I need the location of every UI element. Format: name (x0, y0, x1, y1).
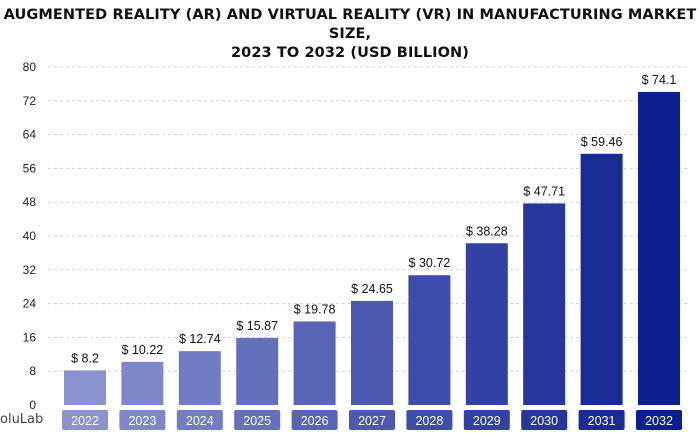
x-tick-label-2022: 2022 (71, 414, 99, 428)
x-tick-label-2029: 2029 (473, 414, 501, 428)
y-tick-label: 40 (23, 229, 37, 243)
bar-2022 (64, 370, 106, 405)
x-tick-label-2027: 2027 (358, 414, 386, 428)
y-tick-label: 56 (23, 161, 37, 175)
x-tick-box-2022 (62, 410, 108, 430)
x-tick-box-2025 (234, 410, 281, 430)
chart-title: AUGMENTED REALITY (AR) AND VIRTUAL REALI… (0, 6, 700, 63)
value-label-2022: $ 8.2 (71, 351, 99, 365)
x-tick-box-2028 (406, 410, 453, 430)
x-tick-box-2023 (119, 410, 166, 430)
y-tick-label: 16 (23, 330, 37, 344)
x-tick-label-2025: 2025 (243, 414, 271, 428)
x-tick-label-2030: 2030 (530, 414, 558, 428)
bar-2026 (293, 321, 336, 405)
value-label-2025: $ 15.87 (236, 319, 278, 333)
x-tick-box-2031 (578, 410, 625, 430)
x-tick-box-2029 (463, 410, 510, 430)
chart-title-line-1: AUGMENTED REALITY (AR) AND VIRTUAL REALI… (3, 7, 697, 42)
x-tick-box-2027 (349, 410, 395, 430)
brand-logo-text: oluLab (0, 412, 44, 427)
chart-title-line-2: 2023 TO 2032 (USD BILLION) (230, 45, 469, 61)
bar-2028 (408, 275, 451, 405)
y-tick-label: 64 (23, 128, 37, 142)
y-tick-label: 80 (23, 60, 37, 74)
x-tick-label-2023: 2023 (128, 414, 156, 428)
bar-2023 (121, 361, 164, 405)
value-label-2024: $ 12.74 (179, 332, 221, 346)
bar-2030 (523, 203, 566, 405)
value-label-2026: $ 19.78 (294, 302, 336, 316)
x-tick-box-2024 (176, 410, 223, 430)
value-label-2030: $ 47.71 (523, 184, 565, 198)
bar-2025 (236, 337, 279, 405)
value-label-2032: $ 74.1 (642, 73, 677, 87)
x-tick-label-2032: 2032 (645, 414, 673, 428)
y-tick-label: 48 (23, 195, 37, 209)
x-tick-label-2028: 2028 (415, 414, 443, 428)
x-tick-label-2031: 2031 (588, 414, 616, 428)
x-tick-label-2026: 2026 (301, 414, 329, 428)
value-label-2027: $ 24.65 (351, 282, 393, 296)
x-axis-ticks: 2022 2023 2024 2025 2026 2027 2028 2029 2030 2031… (62, 410, 682, 430)
value-labels: $ 8.2 $ 10.22 $ 12.74 $ 15.87 $ 19.78 $ 24.65… (71, 73, 676, 365)
value-label-2029: $ 38.28 (466, 224, 508, 238)
bar-2031 (580, 153, 623, 405)
bar-2024 (178, 351, 221, 405)
bars (64, 91, 680, 406)
value-label-2023: $ 10.22 (122, 343, 164, 357)
x-tick-box-2030 (521, 410, 568, 430)
y-axis-ticks: 0 8 16 24 32 40 48 56 64 72 80 (23, 60, 37, 412)
value-label-2028: $ 30.72 (409, 256, 451, 270)
y-tick-label: 24 (23, 297, 37, 311)
x-tick-box-2026 (291, 410, 338, 430)
value-label-2031: $ 59.46 (581, 135, 623, 149)
bar-2029 (465, 243, 508, 405)
x-tick-label-2024: 2024 (186, 414, 214, 428)
y-tick-label: 32 (23, 263, 37, 277)
y-tick-label: 0 (29, 398, 36, 412)
x-tick-box-2032 (636, 410, 682, 430)
y-tick-label: 8 (29, 364, 36, 378)
y-tick-label: 72 (23, 94, 37, 108)
bar-2032 (638, 91, 680, 406)
bar-2027 (351, 300, 393, 405)
